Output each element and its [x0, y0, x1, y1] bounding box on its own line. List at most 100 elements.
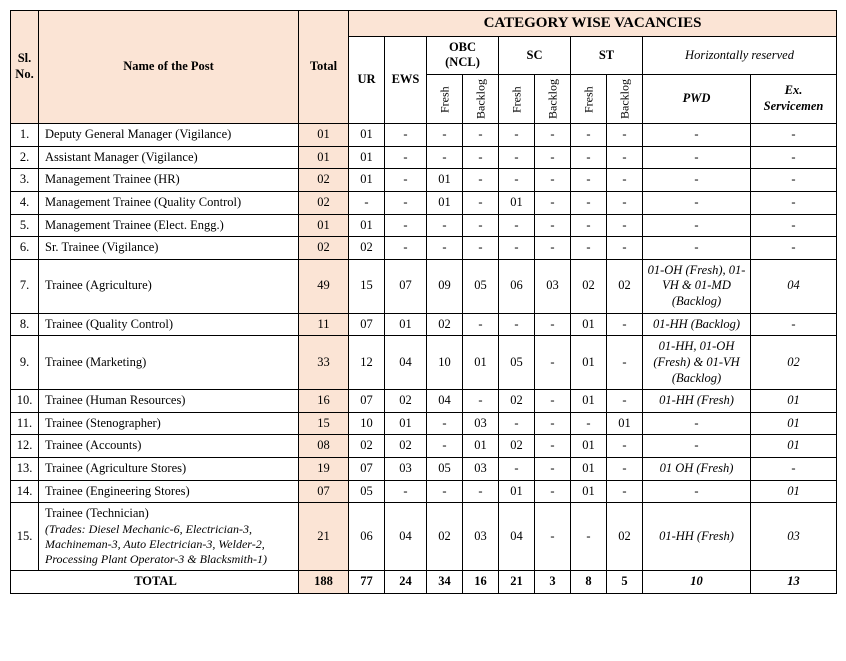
cell: 188: [299, 570, 349, 593]
cell: -: [607, 336, 643, 390]
cell: 07: [385, 259, 427, 313]
cell: -: [463, 214, 499, 237]
cell: 01: [499, 480, 535, 503]
hdr-ur: UR: [349, 36, 385, 123]
cell: 49: [299, 259, 349, 313]
cell: 03: [463, 412, 499, 435]
cell: 14.: [11, 480, 39, 503]
hdr-st-fresh: Fresh: [571, 75, 607, 124]
cell: 10.: [11, 390, 39, 413]
cell: 02: [299, 237, 349, 260]
cell: -: [499, 458, 535, 481]
cell: -: [535, 480, 571, 503]
cell: 9.: [11, 336, 39, 390]
cell: 15.: [11, 503, 39, 571]
cell: 13.: [11, 458, 39, 481]
cell: -: [571, 169, 607, 192]
cell-name: Deputy General Manager (Vigilance): [39, 124, 299, 147]
hdr-sl: Sl. No.: [11, 11, 39, 124]
table-row: 3.Management Trainee (HR)0201-01-------: [11, 169, 837, 192]
hdr-obc-backlog: Backlog: [463, 75, 499, 124]
cell: 11: [299, 313, 349, 336]
hdr-horizontal: Horizontally reserved: [643, 36, 837, 74]
cell: -: [751, 458, 837, 481]
cell: -: [607, 390, 643, 413]
cell: 01: [349, 124, 385, 147]
cell: -: [607, 169, 643, 192]
cell: 01: [751, 435, 837, 458]
cell: 01: [751, 480, 837, 503]
cell: -: [463, 313, 499, 336]
cell: 01-HH (Fresh): [643, 503, 751, 571]
cell: 16: [299, 390, 349, 413]
cell: -: [349, 191, 385, 214]
cell: 33: [299, 336, 349, 390]
cell: 01: [349, 214, 385, 237]
cell: 01: [499, 191, 535, 214]
cell: -: [607, 480, 643, 503]
cell: 11.: [11, 412, 39, 435]
cell: 05: [499, 336, 535, 390]
cell: 02: [385, 390, 427, 413]
cell: 24: [385, 570, 427, 593]
cell: 01: [571, 458, 607, 481]
cell-name: Trainee (Marketing): [39, 336, 299, 390]
table-header: Sl. No. Name of the Post Total CATEGORY …: [11, 11, 837, 124]
cell: 02: [349, 435, 385, 458]
cell: 01: [571, 480, 607, 503]
table-row: 1.Deputy General Manager (Vigilance)0101…: [11, 124, 837, 147]
cell: -: [571, 237, 607, 260]
cell: -: [643, 435, 751, 458]
cell-name: Trainee (Human Resources): [39, 390, 299, 413]
vacancy-table: Sl. No. Name of the Post Total CATEGORY …: [10, 10, 837, 594]
hdr-pwd: PWD: [643, 75, 751, 124]
cell: -: [535, 336, 571, 390]
cell: 07: [349, 313, 385, 336]
cell: 01: [299, 146, 349, 169]
cell: 02: [499, 390, 535, 413]
cell: -: [751, 169, 837, 192]
cell: 5.: [11, 214, 39, 237]
cell: -: [607, 214, 643, 237]
table-row: 2.Assistant Manager (Vigilance)0101-----…: [11, 146, 837, 169]
cell: 01: [607, 412, 643, 435]
cell: -: [427, 412, 463, 435]
cell: 01: [751, 412, 837, 435]
cell: -: [607, 313, 643, 336]
cell: -: [571, 214, 607, 237]
cell: -: [607, 191, 643, 214]
cell: 02: [427, 503, 463, 571]
cell: 01: [385, 412, 427, 435]
cell: -: [607, 458, 643, 481]
cell: 06: [349, 503, 385, 571]
cell: -: [607, 124, 643, 147]
hdr-obc-fresh: Fresh: [427, 75, 463, 124]
cell: 8.: [11, 313, 39, 336]
cell: 01: [349, 146, 385, 169]
table-row: 13.Trainee (Agriculture Stores)190703050…: [11, 458, 837, 481]
cell: 5: [607, 570, 643, 593]
cell: -: [607, 146, 643, 169]
cell: -: [643, 124, 751, 147]
cell: -: [751, 191, 837, 214]
hdr-ex: Ex. Servicemen: [751, 75, 837, 124]
cell: -: [385, 214, 427, 237]
table-row: 5.Management Trainee (Elect. Engg.)0101-…: [11, 214, 837, 237]
cell: 01: [571, 313, 607, 336]
cell: 01: [427, 169, 463, 192]
cell: -: [751, 146, 837, 169]
cell: -: [463, 237, 499, 260]
cell: 10: [427, 336, 463, 390]
cell: -: [571, 146, 607, 169]
cell: 34: [427, 570, 463, 593]
cell: 21: [499, 570, 535, 593]
cell: 1.: [11, 124, 39, 147]
cell: -: [499, 237, 535, 260]
cell: 7.: [11, 259, 39, 313]
table-row: 12.Trainee (Accounts)080202-0102-01--01: [11, 435, 837, 458]
hdr-sc: SC: [499, 36, 571, 74]
cell: -: [385, 191, 427, 214]
cell-name: Sr. Trainee (Vigilance): [39, 237, 299, 260]
cell: -: [643, 412, 751, 435]
cell: -: [535, 169, 571, 192]
